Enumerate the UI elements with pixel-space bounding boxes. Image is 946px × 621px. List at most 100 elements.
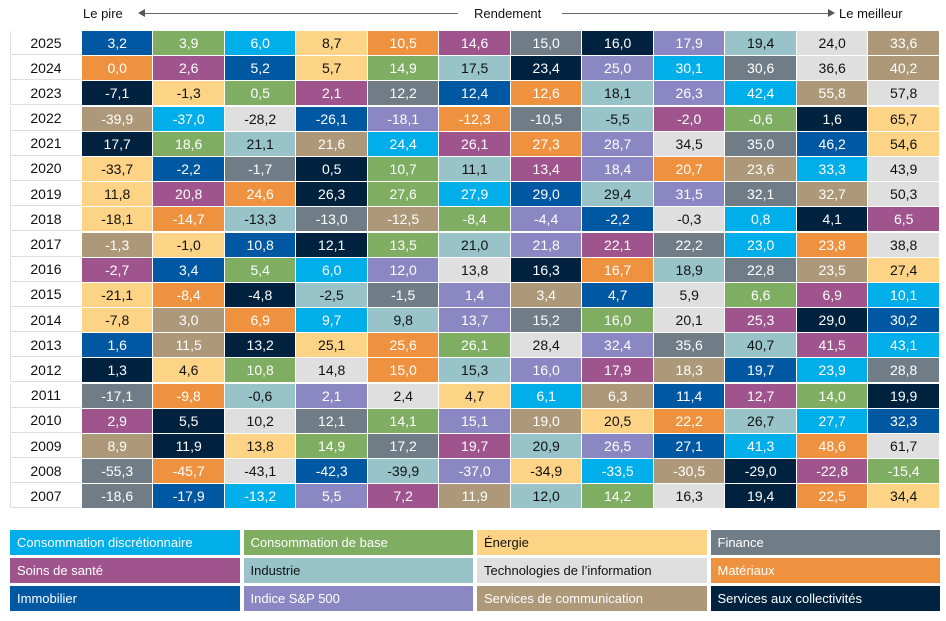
heatmap-cell: 12,0 — [367, 257, 439, 282]
heatmap-cell: -0,6 — [725, 106, 796, 131]
legend-item: Consommation de base — [243, 530, 473, 555]
heatmap-cell: -22,8 — [796, 459, 868, 484]
heatmap-cell: 15,0 — [510, 31, 582, 55]
table-row: 2016 -2,7 3,4 5,4 6,0 12,0 13,8 16,3 16,7 18,9 22,… — [10, 257, 940, 283]
heatmap-cell: -9,8 — [153, 383, 224, 408]
table-row: 2012 1,3 4,6 10,8 14,8 15,0 15,3 16,0 17,9 18,3 19… — [10, 358, 940, 383]
heatmap-cell: 16,0 — [582, 31, 653, 55]
heatmap-cell: 36,6 — [796, 56, 868, 81]
header: Le pire Rendement Le meilleur — [0, 0, 946, 28]
heatmap-cell: -34,9 — [510, 459, 582, 484]
heatmap-cell: 28,8 — [868, 358, 939, 383]
heatmap-cell: -18,1 — [367, 106, 439, 131]
heatmap-cell: -2,0 — [653, 106, 725, 131]
table-row: 2021 17,7 18,6 21,1 21,6 24,4 26,1 27,3 28,7 34,5… — [10, 131, 940, 157]
heatmap-cell: 13,7 — [439, 308, 510, 333]
heatmap-cell: -1,3 — [81, 232, 153, 257]
heatmap-cell: 5,5 — [153, 408, 224, 433]
heatmap-cell: -21,1 — [81, 282, 153, 307]
heatmap-cell: 25,1 — [296, 333, 367, 358]
table-row: 2017 -1,3 -1,0 10,8 12,1 13,5 21,0 21,8 22,1 22,2… — [10, 232, 940, 258]
heatmap-cell: 20,1 — [653, 308, 725, 333]
arrow-line-left — [144, 13, 458, 14]
heatmap-cell: 17,5 — [439, 56, 510, 81]
heatmap-cell: 23,9 — [796, 358, 868, 383]
year-label: 2011 — [10, 383, 81, 408]
heatmap-cell: -14,7 — [153, 207, 224, 232]
heatmap-cell: 5,7 — [296, 56, 367, 81]
heatmap-cell: 33,6 — [868, 31, 939, 55]
heatmap-cell: 12,1 — [296, 408, 367, 433]
returns-heatmap: 2025 3,2 3,9 6,0 8,7 10,5 14,6 15,0 16,0 17,9 19,4… — [10, 31, 940, 510]
heatmap-cell: 10,2 — [224, 408, 296, 433]
heatmap-cell: 26,3 — [296, 182, 367, 207]
heatmap-cell: -37,0 — [153, 106, 224, 131]
year-label: 2024 — [10, 56, 81, 81]
heatmap-cell: 6,0 — [224, 31, 296, 55]
heatmap-cell: -15,4 — [868, 459, 939, 484]
heatmap-cell: 0,0 — [81, 56, 153, 81]
heatmap-cell: 23,4 — [510, 56, 582, 81]
heatmap-cell: 14,1 — [367, 408, 439, 433]
heatmap-cell: 14,6 — [439, 31, 510, 55]
year-label: 2018 — [10, 207, 81, 232]
table-row: 2013 1,6 11,5 13,2 25,1 25,6 26,1 28,4 32,4 35,6 4… — [10, 333, 940, 358]
heatmap-cell: 13,8 — [224, 434, 296, 458]
best-label: Le meilleur — [839, 6, 903, 21]
heatmap-cell: 30,1 — [653, 56, 725, 81]
heatmap-cell: 15,1 — [439, 408, 510, 433]
table-row: 2009 8,9 11,9 13,8 14,9 17,2 19,7 20,9 26,5 27,1 4… — [10, 434, 940, 459]
heatmap-cell: 24,0 — [796, 31, 868, 55]
heatmap-cell: 17,9 — [653, 31, 725, 55]
heatmap-cell: -18,1 — [81, 207, 153, 232]
heatmap-cell: 12,0 — [510, 484, 582, 509]
heatmap-cell: 16,3 — [510, 257, 582, 282]
heatmap-cell: 23,6 — [725, 156, 796, 181]
heatmap-cell: 17,9 — [582, 358, 653, 383]
heatmap-cell: 3,2 — [81, 31, 153, 55]
heatmap-cell: 24,4 — [367, 131, 439, 156]
heatmap-cell: -42,3 — [296, 459, 367, 484]
heatmap-cell: 1,3 — [81, 358, 153, 383]
table-row: 2023 -7,1 -1,3 0,5 2,1 12,2 12,4 12,6 18,1 26,3 42… — [10, 81, 940, 106]
heatmap-cell: 12,4 — [439, 81, 510, 106]
table-row: 2011 -17,1 -9,8 -0,6 2,1 2,4 4,7 6,1 6,3 11,4 12,7… — [10, 383, 940, 409]
heatmap-cell: 16,3 — [653, 484, 725, 509]
heatmap-cell: 10,1 — [868, 282, 939, 307]
heatmap-cell: 17,7 — [81, 131, 153, 156]
returns-title: Rendement — [474, 6, 542, 21]
table-row: 2010 2,9 5,5 10,2 12,1 14,1 15,1 19,0 20,5 22,2 26… — [10, 408, 940, 434]
heatmap-cell: 10,8 — [224, 358, 296, 383]
heatmap-cell: 29,4 — [582, 182, 653, 207]
heatmap-cell: 6,0 — [296, 257, 367, 282]
heatmap-cell: -29,0 — [725, 459, 796, 484]
table-row: 2007 -18,6 -17,9 -13,2 5,5 7,2 11,9 12,0 14,2 16,… — [10, 484, 940, 509]
year-label: 2009 — [10, 434, 81, 458]
table-row: 2020 -33,7 -2,2 -1,7 0,5 10,7 11,1 13,4 18,4 20,7… — [10, 156, 940, 182]
heatmap-cell: 4,7 — [439, 383, 510, 408]
heatmap-cell: 15,2 — [510, 308, 582, 333]
heatmap-cell: 32,4 — [582, 333, 653, 358]
year-label: 2014 — [10, 308, 81, 333]
arrow-left-icon — [138, 9, 145, 17]
legend: Consommation discrétionnaire Consommation… — [10, 530, 940, 611]
heatmap-cell: -13,2 — [224, 484, 296, 509]
heatmap-cell: 54,6 — [868, 131, 939, 156]
heatmap-cell: 22,2 — [653, 232, 725, 257]
heatmap-cell: 11,9 — [439, 484, 510, 509]
heatmap-cell: 12,6 — [510, 81, 582, 106]
heatmap-cell: 41,3 — [725, 434, 796, 458]
heatmap-cell: 35,6 — [653, 333, 725, 358]
year-label: 2015 — [10, 282, 81, 307]
heatmap-cell: -37,0 — [439, 459, 510, 484]
heatmap-cell: 15,3 — [439, 358, 510, 383]
heatmap-cell: 19,7 — [439, 434, 510, 458]
legend-item: Services aux collectivités — [710, 586, 940, 611]
table-row: 2024 0,0 2,6 5,2 5,7 14,9 17,5 23,4 25,0 30,1 30,6… — [10, 56, 940, 81]
legend-item: Énergie — [477, 530, 707, 555]
heatmap-cell: 27,7 — [796, 408, 868, 433]
heatmap-cell: 3,4 — [153, 257, 224, 282]
heatmap-cell: 27,9 — [439, 182, 510, 207]
heatmap-cell: 48,6 — [796, 434, 868, 458]
